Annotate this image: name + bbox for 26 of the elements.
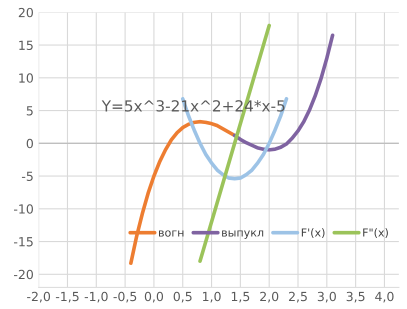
legend-label: F'(x) xyxy=(302,228,324,238)
x-tick-label: -1,5 xyxy=(56,292,79,302)
x-tick-label: 3,0 xyxy=(318,292,336,302)
y-tick-label: -20 xyxy=(14,270,33,280)
y-tick-label: 0 xyxy=(26,138,33,148)
y-tick-label: 5 xyxy=(26,106,33,116)
x-tick-label: 1,0 xyxy=(202,292,221,302)
x-tick-label: 4,0 xyxy=(375,292,394,302)
legend-label: вогн xyxy=(159,230,184,237)
x-tick-label: -0,5 xyxy=(114,292,136,302)
y-tick-label: 15 xyxy=(19,40,33,50)
legend-label: выпукл xyxy=(222,230,264,239)
x-tick-label: -1,0 xyxy=(84,292,108,302)
x-tick-label: 0,5 xyxy=(174,292,192,302)
x-tick-label: 2,5 xyxy=(288,292,307,302)
y-tick-label: -5 xyxy=(22,172,33,181)
x-tick-label: 0,0 xyxy=(144,292,164,302)
x-tick-label: 3,5 xyxy=(346,292,364,302)
x-tick-label: 2,0 xyxy=(260,292,278,302)
y-tick-label: 20 xyxy=(18,8,33,18)
x-tick-label: -2,0 xyxy=(27,292,50,302)
legend-label: F"(x) xyxy=(363,228,388,238)
y-tick-label: -10 xyxy=(14,204,33,214)
y-tick-label: -15 xyxy=(14,237,33,246)
x-tick-label: 1,5 xyxy=(232,292,250,302)
y-tick-label: 10 xyxy=(19,73,33,83)
